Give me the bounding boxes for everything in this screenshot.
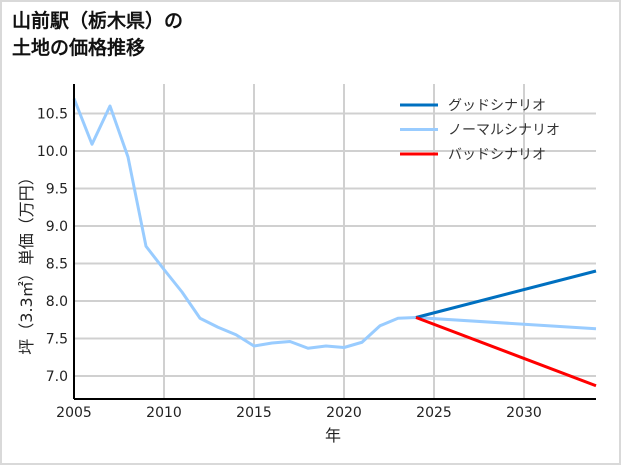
legend-label: バッドシナリオ xyxy=(448,147,546,163)
series-line xyxy=(415,269,597,319)
y-tick-label: 10.5 xyxy=(37,107,68,123)
x-tick-label: 2030 xyxy=(506,405,542,421)
y-tick-label: 7.5 xyxy=(46,332,68,348)
legend-label: ノーマルシナリオ xyxy=(448,123,560,139)
y-axis-label: 坪（3.3㎡）単価（万円） xyxy=(17,169,36,354)
x-tick-label: 2005 xyxy=(56,405,92,421)
chart-title: 山前駅（栃木県）の 土地の価格推移 xyxy=(12,8,183,62)
y-tick-label: 9.0 xyxy=(46,219,68,235)
y-tick-label: 7.0 xyxy=(46,369,68,385)
series-line xyxy=(415,316,597,388)
x-tick-label: 2025 xyxy=(416,405,452,421)
x-tick-label: 2020 xyxy=(326,405,362,421)
y-tick-label: 8.5 xyxy=(46,257,68,273)
series-line xyxy=(72,97,597,350)
x-tick-label: 2010 xyxy=(146,405,182,421)
legend-label: グッドシナリオ xyxy=(448,98,546,114)
title-line-2: 土地の価格推移 xyxy=(12,37,146,59)
x-axis-label: 年 xyxy=(325,426,341,445)
y-tick-label: 10.0 xyxy=(37,144,68,160)
y-tick-label: 8.0 xyxy=(46,294,68,310)
title-line-1: 山前駅（栃木県）の xyxy=(12,10,184,32)
y-tick-label: 9.5 xyxy=(46,182,68,198)
x-tick-label: 2015 xyxy=(236,405,272,421)
